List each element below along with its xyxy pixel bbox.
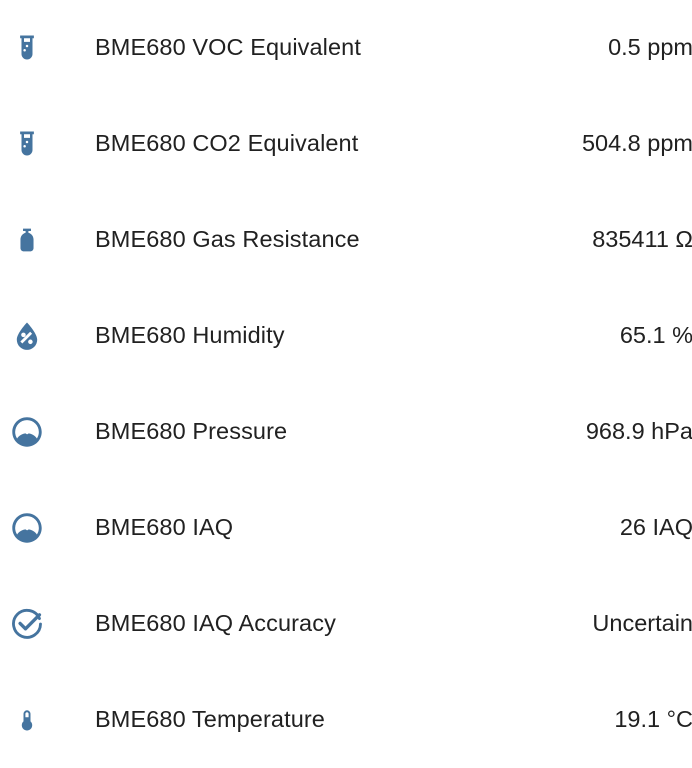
sensor-label: BME680 IAQ: [95, 514, 234, 541]
sensor-value: 19.1 °C: [614, 706, 692, 733]
sensor-label: BME680 CO2 Equivalent: [95, 130, 359, 157]
sensor-value: 835411 Ω: [592, 226, 692, 253]
sensor-value: 65.1 %: [619, 322, 692, 349]
sensor-value: 26 IAQ: [619, 514, 692, 541]
sensor-value: 504.8 ppm: [581, 130, 692, 157]
check-circle-outline-icon: [8, 604, 46, 644]
sensor-label: BME680 Pressure: [95, 418, 288, 445]
sensor-row-voc-equivalent[interactable]: BME680 VOC Equivalent 0.5 ppm: [0, 0, 692, 96]
sensor-row-co2-equivalent[interactable]: BME680 CO2 Equivalent 504.8 ppm: [0, 96, 692, 192]
gauge-icon: [8, 412, 46, 452]
sensor-value: 0.5 ppm: [608, 34, 692, 61]
sensor-label: BME680 IAQ Accuracy: [95, 610, 336, 637]
sensor-row-iaq-accuracy[interactable]: BME680 IAQ Accuracy Uncertain: [0, 576, 692, 672]
sensor-label: BME680 Humidity: [95, 322, 285, 349]
sensor-label: BME680 Temperature: [95, 706, 325, 733]
test-tube-icon: [8, 124, 46, 164]
sensor-row-pressure[interactable]: BME680 Pressure 968.9 hPa: [0, 384, 692, 480]
sensor-row-temperature[interactable]: BME680 Temperature 19.1 °C: [0, 672, 692, 768]
sensor-list: BME680 VOC Equivalent 0.5 ppm BME680 CO2…: [0, 0, 692, 731]
test-tube-icon: [8, 28, 46, 68]
thermometer-icon: [8, 700, 46, 740]
sensor-label: BME680 VOC Equivalent: [95, 34, 361, 61]
gas-cylinder-icon: [8, 220, 46, 260]
water-percent-droplet-icon: [8, 316, 46, 356]
sensor-label: BME680 Gas Resistance: [95, 226, 360, 253]
sensor-value: Uncertain: [592, 610, 692, 637]
sensor-value: 968.9 hPa: [585, 418, 692, 445]
sensor-row-humidity[interactable]: BME680 Humidity 65.1 %: [0, 288, 692, 384]
sensor-row-iaq[interactable]: BME680 IAQ 26 IAQ: [0, 480, 692, 576]
gauge-icon: [8, 508, 46, 548]
sensor-row-gas-resistance[interactable]: BME680 Gas Resistance 835411 Ω: [0, 192, 692, 288]
